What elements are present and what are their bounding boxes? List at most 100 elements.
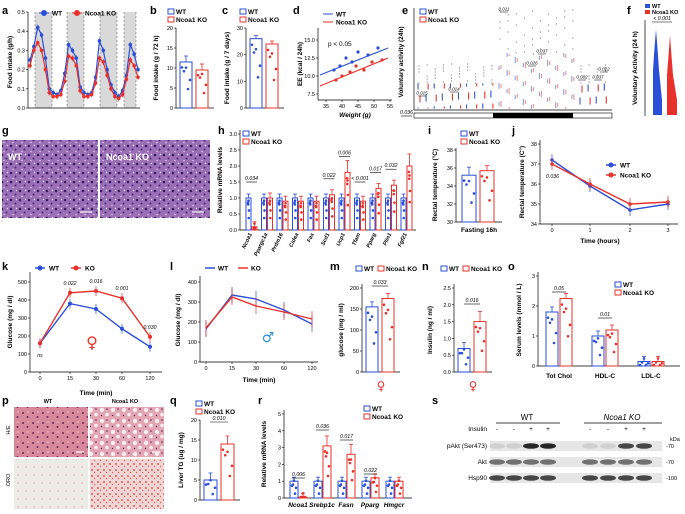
r-wt-bar-Pparg-point <box>363 483 367 486</box>
r-ko-bar-Srebp1c-point <box>323 450 327 453</box>
panel-label-n: n <box>422 261 429 273</box>
e-outlier <box>523 45 525 47</box>
e-point <box>433 87 435 89</box>
e-point <box>565 56 567 58</box>
panel-o: o WT Ncoa1 KO 0 1 2 3 Serum levels (mmol / … <box>508 261 680 380</box>
a-y-label: Food intake (g/h) <box>7 36 14 88</box>
o-legend-ko-box <box>614 289 622 296</box>
e-point <box>500 103 502 105</box>
e-point <box>417 83 419 85</box>
e-outlier <box>548 41 550 43</box>
e-pvalue: 0.014 <box>448 87 460 92</box>
e-point <box>425 100 427 102</box>
p-ko-he-image <box>90 407 164 457</box>
c-wt-bar-point <box>252 51 256 54</box>
a-ko-point <box>97 56 102 60</box>
e-outlier <box>588 78 590 80</box>
e-point <box>595 102 597 104</box>
k-female-symbol: ♀ <box>86 333 98 352</box>
e-point <box>490 90 492 92</box>
e-point <box>530 105 533 107</box>
s-row-label: pAkt (Ser473) <box>447 443 487 450</box>
c-legend-ko: Ncoa1 KO <box>248 17 279 24</box>
h-gene-label: Ppargc1a <box>253 232 269 257</box>
j-xtick-label: 0 <box>550 228 553 234</box>
b-ytick-label: 15 <box>167 46 173 52</box>
d-ytick-label: 15.0 <box>304 38 315 44</box>
k-ko-point <box>148 334 152 339</box>
r-Pparg-pvalue: 0.022 <box>364 468 377 474</box>
n-ytick-label: 1.5 <box>443 320 451 326</box>
e-point <box>417 84 419 86</box>
e-point <box>466 85 468 87</box>
h-ko-bar-Tfam-point <box>361 201 365 205</box>
h-wt-bar-Tfam-point <box>355 199 359 203</box>
r-wt-bar-Hmgcr-point <box>388 479 392 483</box>
r-gene-label: Hmgcr <box>384 502 405 509</box>
h-wt-bar-Ncoa1-point <box>246 203 250 206</box>
o-wt-bar-1-point <box>594 340 598 344</box>
e-point <box>484 96 486 98</box>
e-point <box>500 105 502 107</box>
h-gene-label: Ncoa1 <box>241 232 253 250</box>
n-legend-wt: WT <box>449 266 459 273</box>
e-outlier <box>588 64 590 66</box>
e-outlier <box>588 75 590 77</box>
n-ytick-label: 0.5 <box>443 353 451 359</box>
r-wt-bar-Hmgcr-point <box>390 486 394 490</box>
n-wt-bar-point <box>458 351 462 355</box>
k-legend-wt-marker <box>37 265 43 271</box>
e-outlier <box>434 71 436 73</box>
e-point <box>492 83 494 85</box>
h-ko-bar-Fgf21-point <box>408 200 412 204</box>
f-legend-wt: WT <box>652 4 661 10</box>
c-bars <box>249 35 279 109</box>
e-outlier <box>507 20 509 22</box>
q-legend-ko: Ncoa1 KO <box>204 409 235 416</box>
d-wt-point <box>356 50 360 54</box>
panel-label-m: m <box>330 261 340 273</box>
e-point <box>508 107 510 109</box>
r-wt-bar-Fasn-point <box>340 479 344 483</box>
l-xtick-label: 15 <box>229 366 235 372</box>
e-point <box>571 76 573 78</box>
e-point <box>417 87 419 89</box>
panel-s: s WT Ncoa1 KO Insulin - - + + - - + + kDa pAkt … <box>432 395 681 483</box>
e-point <box>514 61 516 63</box>
l-wt-line <box>205 294 313 330</box>
n-ytick-label: 1.0 <box>443 336 451 342</box>
e-outlier <box>442 81 444 83</box>
q-y-ticks: 0 5 10 15 20 <box>191 418 200 504</box>
h-ko-bar-Cidea-point <box>299 218 303 221</box>
h-wt-bar-Fgf21-point <box>402 216 406 220</box>
h-gene-label: Tfam <box>351 232 362 247</box>
e-outlier <box>564 16 566 18</box>
e-outlier <box>467 63 469 65</box>
e-point <box>427 107 429 109</box>
e-point <box>492 104 494 106</box>
e-outlier <box>475 79 477 81</box>
e-point <box>500 67 502 69</box>
o-wt-bar-0-point <box>552 341 556 345</box>
h-ko-bar-Ucp1-point <box>345 182 349 186</box>
e-outlier <box>475 73 477 75</box>
e-point <box>532 89 535 91</box>
e-point <box>492 106 494 108</box>
f-ko-violin <box>667 35 677 115</box>
d-wt-point <box>376 46 380 50</box>
h-ko-bar-Prdm16-point <box>284 201 287 205</box>
panel-label-s: s <box>432 395 438 407</box>
e-point <box>451 94 453 96</box>
m-y-label: glucose (mg / ml) <box>338 303 345 356</box>
k-ytick-label: 0 <box>24 370 27 376</box>
c-ko-bar-point <box>266 48 270 52</box>
h-wt-bar-Fas-point <box>309 209 313 212</box>
e-outlier <box>450 77 452 79</box>
e-point <box>425 97 427 99</box>
b-ko-bar-point <box>202 91 206 95</box>
e-point <box>589 103 591 105</box>
a-ytick-label: 0.2 <box>17 68 25 74</box>
e-outlier <box>491 65 493 67</box>
panel-label-i: i <box>428 125 431 137</box>
e-outlier <box>540 37 541 39</box>
